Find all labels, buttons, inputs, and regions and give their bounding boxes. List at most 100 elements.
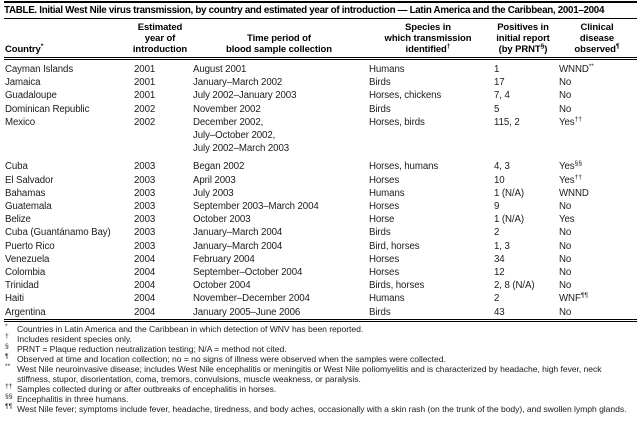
table-cell: 1 (N/A): [494, 187, 524, 199]
column-header-species: Species in which transmission identified†: [367, 19, 489, 60]
table-cell: WNND**: [559, 62, 594, 75]
table-cell: 7, 4: [494, 90, 510, 102]
table-cell: No: [559, 240, 572, 252]
table-cell: 2003: [134, 161, 156, 173]
footnote-marker: *: [5, 323, 8, 330]
table-cell: Humans: [369, 293, 405, 305]
table-row: Cuba 2003 Began 2002 Horses, humans 4, 3 Yes§…: [4, 160, 637, 173]
footnote-marker: ¶¶: [5, 403, 13, 410]
header-row: Country* Estimated year of introduction Time…: [4, 19, 637, 60]
table-cell: 2: [494, 293, 500, 305]
table-cell: Began 2002: [193, 161, 245, 173]
footnote-marker: §: [5, 343, 9, 350]
table-row: Cuba (Guantánamo Bay) 2003 January–March 2…: [4, 226, 637, 239]
table-cell: Birds: [369, 77, 391, 89]
table-cell: 10: [494, 174, 505, 186]
table-cell: Horses, birds: [369, 116, 425, 128]
table-cell: Cayman Islands: [5, 64, 74, 75]
table-cell: Horses: [369, 174, 400, 186]
table-cell: Yes: [559, 214, 575, 226]
column-header-country: Country*: [4, 19, 129, 60]
table-cell: Argentina: [5, 306, 46, 318]
table-row: Bahamas 2003 July 2003 Humans 1 (N/A) WNND: [4, 187, 637, 200]
table-row: Haiti 2004 November–December 2004 Humans 2 WN…: [4, 292, 637, 305]
footnote-marker: ††: [5, 383, 13, 390]
table-cell: August 2001: [193, 64, 247, 75]
footnote-marker: ¶: [5, 353, 9, 360]
table-row: Argentina 2004 January 2005–June 2006 Birds…: [4, 306, 637, 321]
table-cell: 5: [494, 103, 500, 115]
footnote-marker: **: [5, 363, 11, 370]
column-header-clinical: Clinical disease observed¶: [557, 19, 637, 60]
table-cell: El Salvador: [5, 174, 54, 186]
footnote: † Includes resident species only.: [5, 333, 132, 344]
table-cell: January–March 2004: [193, 240, 283, 252]
table-cell: 2004: [134, 253, 156, 265]
table-cell: Horses: [369, 253, 400, 265]
table-row: Puerto Rico 2003 January–March 2004 Bird, h…: [4, 240, 637, 253]
table-cell: July 2002–January 2003: [193, 90, 297, 102]
footnote-marker: †: [5, 333, 9, 340]
table-cell: Guatemala: [5, 201, 52, 213]
table-cell: 2003: [134, 214, 156, 226]
column-header-year: Estimated year of introduction: [129, 19, 191, 60]
table-cell: 2002: [134, 116, 156, 128]
table-cell: 2004: [134, 280, 156, 292]
table-cell: No: [559, 103, 572, 115]
table-cell: No: [559, 280, 572, 292]
footnote-marker: §§: [5, 393, 13, 400]
table-cell: WNND: [559, 187, 589, 199]
table-cell: No: [559, 90, 572, 102]
table-cell: No: [559, 306, 572, 318]
table-cell: Yes††: [559, 173, 582, 186]
table-cell: September–October 2004: [193, 267, 303, 279]
wnv-transmission-table: Country* Estimated year of introduction Time…: [4, 19, 637, 322]
table-row: Guatemala 2003 September 2003–March 2004 Ho…: [4, 200, 637, 213]
table-cell: Horses: [369, 267, 400, 279]
table-row: Dominican Republic 2002 November 2002 Birds…: [4, 103, 637, 116]
table-cell: January–March 2004: [193, 227, 283, 239]
table-cell: 34: [494, 253, 505, 265]
table-cell: July 2003: [193, 187, 234, 199]
table-cell: No: [559, 267, 572, 279]
table-cell: Horses, humans: [369, 161, 439, 173]
table-cell: Mexico: [5, 116, 36, 128]
table-cell: 2004: [134, 267, 156, 279]
table-cell: 4, 3: [494, 161, 510, 173]
footnote: §§ Encephalitis in three humans.: [5, 393, 129, 404]
table-cell: 2: [494, 227, 500, 239]
table-cell: WNF¶¶: [559, 292, 588, 305]
table-cell: 1 (N/A): [494, 214, 524, 226]
table-cell: December 2002, July–October 2002, July 200…: [193, 116, 290, 155]
footnote: ¶¶ West Nile fever; symptoms include feve…: [5, 403, 627, 414]
table-cell: 2002: [134, 103, 156, 115]
table-cell: January–March 2002: [193, 77, 283, 89]
table-cell: 115, 2: [494, 116, 520, 128]
table-cell: Trinidad: [5, 280, 39, 292]
table-cell: 9: [494, 201, 500, 213]
table-cell: No: [559, 201, 572, 213]
table-cell: Bird, horses: [369, 240, 420, 252]
table-cell: 2004: [134, 293, 156, 305]
table-cell: February 2004: [193, 253, 255, 265]
table-cell: Birds: [369, 103, 391, 115]
table-cell: November 2002: [193, 103, 261, 115]
table-cell: 1: [494, 64, 500, 75]
table-cell: October 2004: [193, 280, 251, 292]
footnote: * Countries in Latin America and the Cari…: [5, 323, 364, 334]
table-row: Cayman Islands 2001 August 2001 Humans 1 WNND…: [4, 59, 637, 77]
table-cell: Colombia: [5, 267, 46, 279]
table-cell: Yes§§: [559, 160, 582, 173]
table-cell: Bahamas: [5, 187, 46, 199]
table-header: Country* Estimated year of introduction Time…: [4, 19, 637, 60]
table-cell: Dominican Republic: [5, 103, 90, 115]
table-cell: Yes††: [559, 115, 582, 128]
table-cell: Horses: [369, 201, 400, 213]
table-cell: 2001: [134, 77, 156, 89]
table-cell: 2003: [134, 174, 156, 186]
table-cell: No: [559, 227, 572, 239]
column-header-positives: Positives in initial report (by PRNT§): [489, 19, 557, 60]
table-cell: 43: [494, 306, 505, 318]
table-cell: Birds, horses: [369, 280, 425, 292]
table-cell: 2003: [134, 227, 156, 239]
